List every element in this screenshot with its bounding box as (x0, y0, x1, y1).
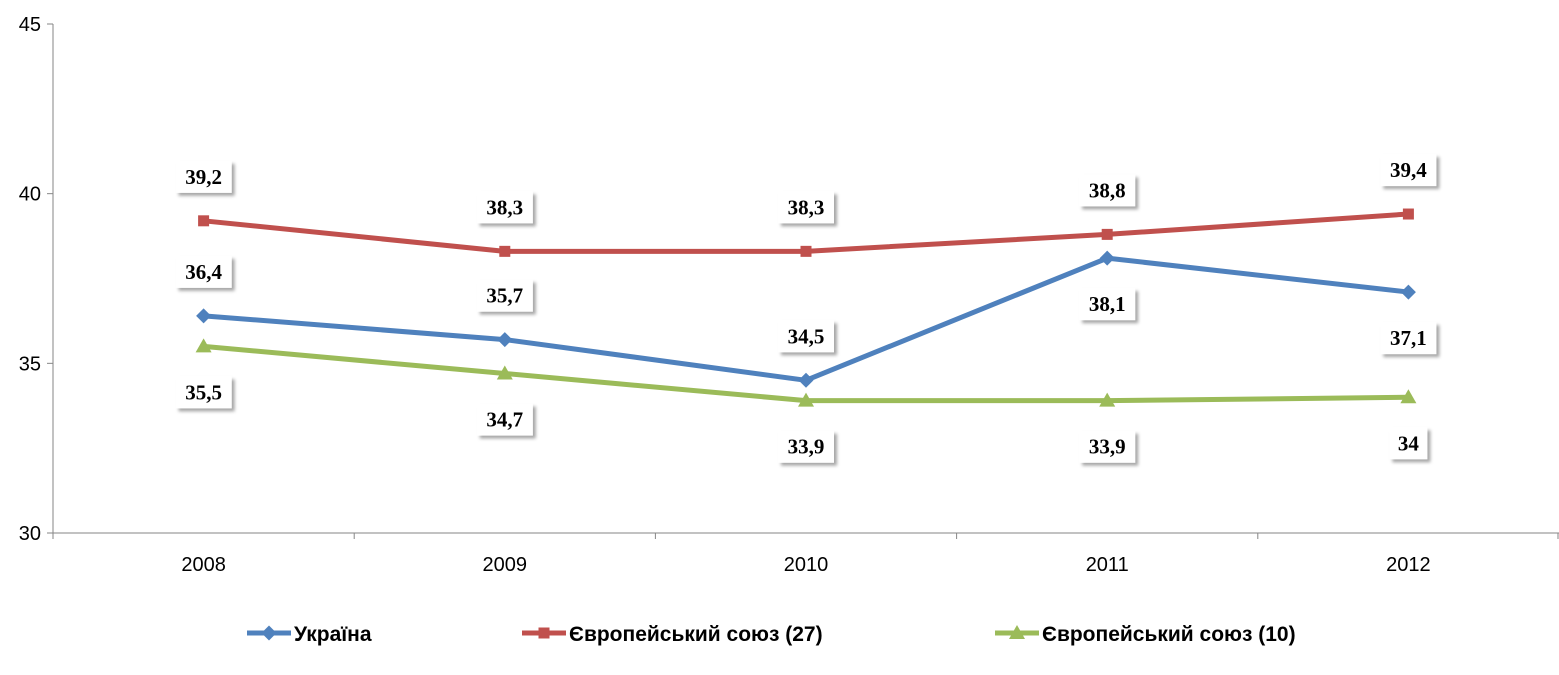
legend-label: Україна (294, 623, 372, 646)
y-tick-label: 30 (19, 523, 41, 545)
data-label-box (1079, 288, 1136, 321)
data-label-box (778, 320, 834, 353)
x-tick-label: 2012 (1386, 554, 1431, 576)
data-point-marker (499, 245, 511, 257)
y-tick-label: 40 (19, 184, 41, 206)
data-point-marker (798, 392, 814, 407)
y-tick-label: 45 (19, 14, 41, 36)
legend-marker (261, 625, 277, 641)
data-label: 39,2 (175, 160, 232, 193)
data-label: 33,9 (1079, 430, 1136, 463)
y-tick-label: 35 (19, 353, 41, 375)
data-point-marker (1400, 389, 1417, 404)
data-label-text: 36,4 (185, 260, 222, 284)
data-label-text: 38,3 (788, 195, 825, 219)
data-label-box (175, 160, 232, 193)
legend-marker (538, 627, 550, 639)
data-label-text: 37,1 (1390, 326, 1427, 350)
data-label: 38,3 (778, 191, 834, 224)
legend-label: Європейський союз (27) (569, 623, 823, 646)
data-point-marker (496, 365, 513, 380)
data-label-box (476, 191, 533, 224)
legend: Україна Європейський союз (27) Європейськи… (247, 623, 1296, 646)
data-label-box (175, 255, 232, 288)
data-label-box (476, 279, 533, 312)
data-point-marker (497, 332, 513, 348)
data-label: 38,1 (1079, 288, 1136, 321)
data-point-marker (198, 215, 210, 227)
data-label-text: 35,5 (185, 380, 222, 404)
data-label: 35,5 (175, 376, 232, 409)
series-3 (195, 338, 1417, 407)
legend-entry-1: Україна (247, 623, 372, 646)
data-label: 39,4 (1380, 154, 1437, 187)
data-label: 37,1 (1380, 322, 1437, 355)
data-point-marker (1099, 392, 1116, 407)
data-point-marker (800, 245, 812, 257)
data-label-box (175, 376, 232, 409)
data-label-text: 38,3 (486, 195, 523, 219)
data-label-box (1079, 430, 1136, 463)
data-label-text: 33,9 (788, 435, 825, 459)
data-label-box (778, 430, 834, 463)
data-label-box (1380, 154, 1437, 187)
data-label-text: 38,8 (1089, 178, 1126, 202)
data-point-marker (1101, 228, 1113, 240)
data-point-marker (1402, 208, 1414, 220)
legend-marker (1009, 625, 1025, 639)
data-point-marker (195, 338, 212, 353)
data-label-text: 34,5 (788, 324, 825, 348)
series-2 (198, 208, 1414, 257)
data-label-box (1389, 427, 1428, 460)
data-label-text: 35,7 (486, 284, 523, 308)
data-label-text: 38,1 (1089, 292, 1126, 316)
data-label-text: 34 (1398, 431, 1420, 455)
x-tick-label: 2009 (483, 554, 528, 576)
data-point-marker (196, 308, 212, 324)
data-label-text: 39,4 (1390, 158, 1427, 182)
data-point-marker (1099, 250, 1115, 266)
data-label-box (476, 403, 533, 436)
x-tick-label: 2011 (1086, 554, 1129, 576)
data-label: 36,4 (175, 255, 232, 288)
data-labels: 36,4 35,7 34,5 38,1 37,1 39,2 38,3 38,3 38,8 39,4… (175, 154, 1437, 463)
data-label-box (778, 191, 834, 224)
x-tick-label: 2008 (181, 554, 226, 576)
data-point-marker (798, 372, 814, 388)
data-label: 34,5 (778, 320, 834, 353)
series-layer (195, 208, 1417, 407)
series-1 (196, 250, 1416, 388)
data-label: 34,7 (476, 403, 533, 436)
data-label-box (1380, 322, 1437, 355)
legend-label: Європейський союз (10) (1042, 623, 1296, 646)
data-label: 33,9 (778, 430, 834, 463)
data-label-text: 34,7 (486, 408, 523, 432)
legend-entry-2: Європейський союз (27) (522, 623, 823, 646)
legend-entry-3: Європейський союз (10) (995, 623, 1296, 646)
axes: 30 35 40 45 2008 2009 2010 2011 2012 (19, 14, 1559, 576)
x-tick-label: 2010 (784, 554, 829, 576)
data-label: 38,8 (1079, 174, 1136, 207)
data-point-marker (1400, 284, 1416, 300)
data-label-text: 39,2 (185, 165, 222, 189)
data-label: 38,3 (476, 191, 533, 224)
data-label-box (1079, 174, 1136, 207)
data-label: 34 (1389, 427, 1428, 460)
data-label: 35,7 (476, 279, 533, 312)
data-label-text: 33,9 (1089, 435, 1126, 459)
